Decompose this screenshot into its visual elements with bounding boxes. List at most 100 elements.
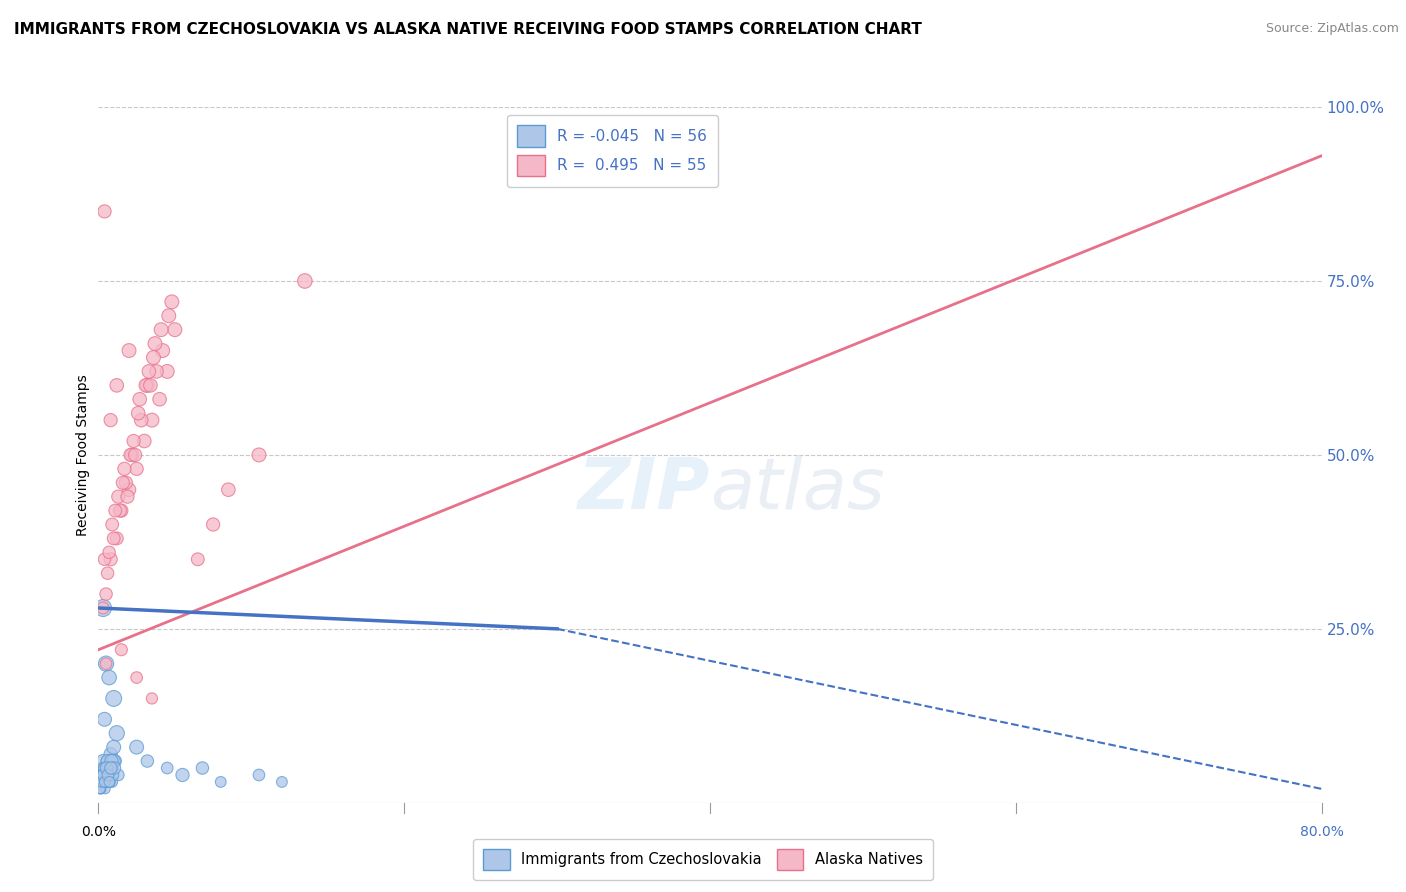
Point bbox=[105, 378, 128, 392]
Point bbox=[145, 364, 167, 378]
Point bbox=[94, 587, 117, 601]
Point bbox=[98, 768, 121, 782]
Point bbox=[103, 691, 125, 706]
Point bbox=[128, 392, 150, 407]
Legend: Immigrants from Czechoslovakia, Alaska Natives: Immigrants from Czechoslovakia, Alaska N… bbox=[474, 839, 932, 880]
Point bbox=[94, 775, 117, 789]
Point bbox=[103, 532, 125, 546]
Point bbox=[98, 671, 121, 685]
Point bbox=[91, 754, 114, 768]
Point bbox=[108, 503, 131, 517]
Point bbox=[105, 726, 128, 740]
Point bbox=[94, 775, 117, 789]
Point bbox=[156, 364, 179, 378]
Point bbox=[90, 781, 112, 796]
Point bbox=[139, 378, 162, 392]
Point bbox=[217, 483, 239, 497]
Point bbox=[122, 434, 145, 448]
Point bbox=[93, 761, 115, 775]
Text: IMMIGRANTS FROM CZECHOSLOVAKIA VS ALASKA NATIVE RECEIVING FOOD STAMPS CORRELATIO: IMMIGRANTS FROM CZECHOSLOVAKIA VS ALASKA… bbox=[14, 22, 922, 37]
Text: atlas: atlas bbox=[710, 455, 884, 524]
Point bbox=[110, 642, 132, 657]
Point bbox=[91, 768, 114, 782]
Point bbox=[104, 503, 127, 517]
Point bbox=[294, 274, 316, 288]
Point bbox=[107, 768, 129, 782]
Point bbox=[96, 761, 118, 775]
Point bbox=[97, 566, 120, 581]
Text: Source: ZipAtlas.com: Source: ZipAtlas.com bbox=[1265, 22, 1399, 36]
Point bbox=[93, 712, 115, 726]
Point bbox=[90, 775, 112, 789]
Point bbox=[98, 545, 121, 559]
Point bbox=[270, 775, 294, 789]
Point bbox=[97, 754, 120, 768]
Legend: R = -0.045   N = 56, R =  0.495   N = 55: R = -0.045 N = 56, R = 0.495 N = 55 bbox=[506, 115, 717, 187]
Point bbox=[120, 448, 142, 462]
Point bbox=[115, 475, 138, 490]
Point bbox=[172, 768, 194, 782]
Point bbox=[94, 781, 117, 796]
Point bbox=[90, 781, 112, 796]
Point bbox=[143, 336, 166, 351]
Point bbox=[103, 761, 125, 775]
Point bbox=[97, 768, 120, 782]
Point bbox=[100, 761, 122, 775]
Point bbox=[98, 775, 121, 789]
Point bbox=[101, 775, 124, 789]
Point bbox=[202, 517, 225, 532]
Point bbox=[97, 754, 120, 768]
Point bbox=[98, 775, 121, 789]
Y-axis label: Receiving Food Stamps: Receiving Food Stamps bbox=[76, 374, 90, 536]
Point bbox=[91, 601, 114, 615]
Point bbox=[98, 761, 121, 775]
Point bbox=[160, 294, 183, 309]
Point bbox=[101, 761, 124, 775]
Point bbox=[100, 754, 122, 768]
Point bbox=[157, 309, 180, 323]
Point bbox=[100, 552, 122, 566]
Point bbox=[94, 657, 117, 671]
Point bbox=[135, 378, 157, 392]
Text: 80.0%: 80.0% bbox=[1299, 825, 1344, 839]
Point bbox=[125, 740, 148, 755]
Point bbox=[124, 448, 146, 462]
Point bbox=[107, 490, 129, 504]
Point bbox=[191, 761, 214, 775]
Point bbox=[125, 671, 148, 685]
Point bbox=[93, 552, 115, 566]
Point bbox=[101, 768, 124, 782]
Point bbox=[129, 413, 152, 427]
Point bbox=[97, 768, 120, 782]
Point bbox=[94, 775, 117, 789]
Point bbox=[134, 434, 156, 448]
Point bbox=[136, 378, 159, 392]
Point bbox=[111, 475, 134, 490]
Point bbox=[97, 768, 120, 782]
Point bbox=[103, 740, 125, 755]
Point bbox=[94, 768, 117, 782]
Text: 0.0%: 0.0% bbox=[82, 825, 115, 839]
Point bbox=[93, 761, 115, 775]
Point bbox=[247, 448, 270, 462]
Point bbox=[100, 747, 122, 761]
Point bbox=[125, 462, 148, 476]
Point bbox=[91, 768, 114, 782]
Point bbox=[90, 775, 112, 789]
Point bbox=[104, 754, 127, 768]
Point bbox=[152, 343, 174, 358]
Point bbox=[103, 754, 125, 768]
Point bbox=[101, 517, 124, 532]
Point bbox=[156, 761, 179, 775]
Point bbox=[93, 204, 115, 219]
Point bbox=[100, 761, 122, 775]
Point bbox=[98, 775, 121, 789]
Point bbox=[100, 413, 122, 427]
Point bbox=[142, 351, 165, 365]
Point bbox=[121, 448, 143, 462]
Point bbox=[89, 781, 111, 796]
Point bbox=[118, 343, 141, 358]
Point bbox=[93, 775, 115, 789]
Point bbox=[209, 775, 232, 789]
Text: ZIP: ZIP bbox=[578, 455, 710, 524]
